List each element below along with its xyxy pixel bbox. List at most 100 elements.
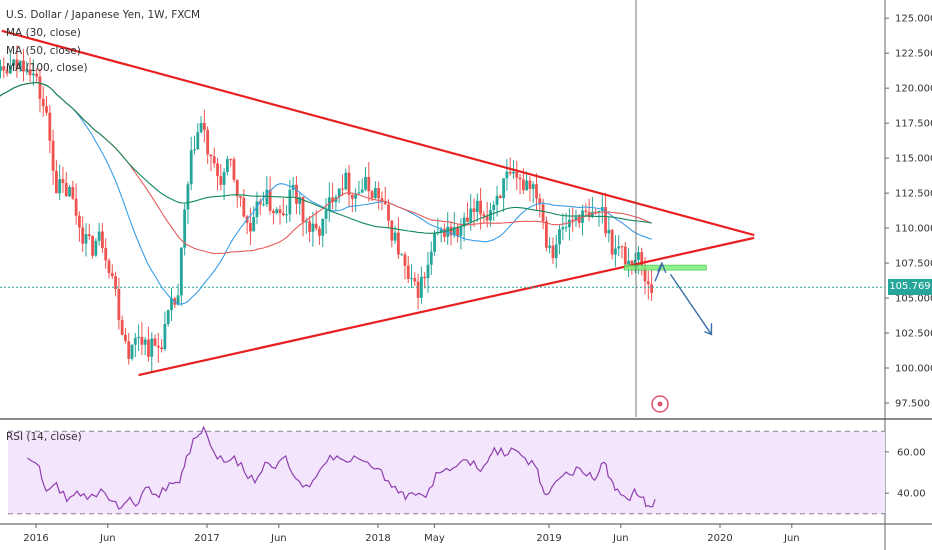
candle-body <box>643 265 647 282</box>
candle-body <box>31 73 35 76</box>
triangle-lower-line <box>138 236 755 377</box>
candle-body <box>390 220 394 241</box>
date-tick-label-0: 2016 <box>23 533 48 544</box>
candle-body <box>646 281 650 285</box>
triangle-upper-line <box>1 29 755 237</box>
candle-body <box>170 298 173 311</box>
candle-body <box>502 178 506 199</box>
candle-body <box>35 73 39 77</box>
candle-body <box>597 210 601 213</box>
candle-body <box>278 209 282 214</box>
candle-body <box>8 65 12 74</box>
candle-body <box>206 130 210 155</box>
candle-body <box>311 223 315 232</box>
candle-body <box>459 226 463 236</box>
candle-body <box>110 272 114 277</box>
candle-body <box>321 218 325 236</box>
candle-body <box>45 106 48 113</box>
candle-body <box>403 254 407 266</box>
date-tick-label-7: Jun <box>612 533 629 544</box>
candle-body <box>258 201 262 205</box>
candle-body <box>364 177 367 190</box>
candle-body <box>212 156 216 164</box>
candle-body <box>344 172 348 190</box>
rsi-legend: RSI (14, close) <box>6 431 82 443</box>
candle-body <box>272 210 275 214</box>
candle-body <box>538 198 542 205</box>
projection-up-arrowhead <box>657 261 667 274</box>
candle-body <box>554 244 558 259</box>
candle-body <box>571 219 575 221</box>
candle-body <box>147 339 150 357</box>
projection-down-arrowhead <box>704 323 713 336</box>
candle-body <box>551 245 555 259</box>
candle-body <box>298 196 302 204</box>
candle-body <box>183 209 187 248</box>
candle-body <box>331 197 335 202</box>
candle-body <box>367 177 371 192</box>
rsi-line <box>27 425 656 510</box>
candle-body <box>22 60 25 72</box>
candle-body <box>377 188 381 199</box>
candle-body <box>202 122 206 131</box>
candle-body <box>107 260 111 273</box>
candle-body <box>396 232 400 255</box>
candle-body <box>393 232 397 241</box>
candle-body <box>239 196 242 198</box>
projection-up-segment <box>654 264 663 282</box>
legend-ma50: MA (50, close) <box>6 45 81 57</box>
candle-body <box>620 246 624 248</box>
candle-body <box>48 112 52 141</box>
candle-body <box>199 122 203 133</box>
candle-body <box>285 214 288 216</box>
candle-body <box>614 248 617 255</box>
candle-body <box>186 184 190 210</box>
candle-body <box>380 198 384 202</box>
price-tick-label-7: 107.500 <box>895 259 932 270</box>
candle-body <box>222 171 226 185</box>
candle-body <box>429 251 433 265</box>
candle-body <box>150 338 154 357</box>
candle-body <box>120 320 124 335</box>
chart-title: U.S. Dollar / Japanese Yen, 1W, FXCM <box>6 9 201 21</box>
candle-body <box>439 228 443 233</box>
candle-body <box>0 66 2 71</box>
candle-body <box>485 216 489 221</box>
candle-body <box>127 341 131 359</box>
candle-body <box>61 179 65 183</box>
ma100-line <box>0 81 652 234</box>
candle-body <box>114 276 117 290</box>
candle-body <box>350 195 354 199</box>
candle-body <box>433 233 436 252</box>
date-tick-label-2: 2017 <box>194 533 219 544</box>
candle-body <box>337 188 341 198</box>
candle-body <box>623 246 627 265</box>
candle-body <box>607 229 611 234</box>
candle-body <box>193 149 196 151</box>
candle-body <box>101 231 104 249</box>
candle-body <box>400 254 404 256</box>
candle-body <box>591 211 594 218</box>
candle-body <box>140 336 144 345</box>
candle-body <box>235 179 239 197</box>
candle-body <box>2 66 6 71</box>
candle-body <box>610 229 614 255</box>
candle-body <box>410 277 413 279</box>
candle-body <box>124 334 127 342</box>
candle-body <box>604 207 607 234</box>
candle-body <box>512 171 515 174</box>
candle-body <box>449 226 453 236</box>
candle-body <box>521 179 525 191</box>
candle-body <box>308 221 311 232</box>
legend-ma100: MA (100, close) <box>6 62 88 74</box>
candles <box>0 45 653 372</box>
candle-body <box>525 180 529 191</box>
price-tick-label-1: 122.500 <box>895 49 932 60</box>
candle-body <box>12 59 16 66</box>
retest-zone <box>623 264 707 271</box>
ma30-line <box>0 81 652 305</box>
candle-body <box>574 216 578 221</box>
candle-body <box>452 227 456 236</box>
candle-body <box>567 219 571 228</box>
